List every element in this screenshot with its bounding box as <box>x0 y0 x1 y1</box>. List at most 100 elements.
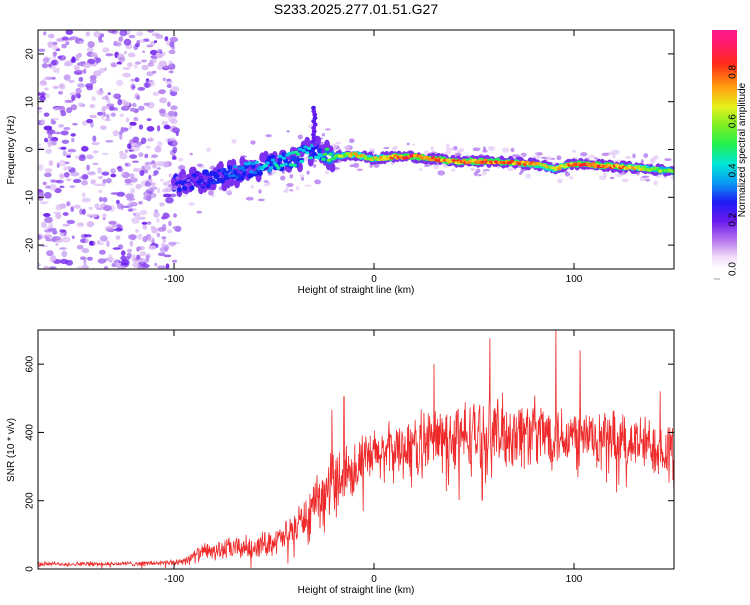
noise-blob <box>70 133 76 137</box>
noise-blob <box>147 62 155 67</box>
snr-xtick-label: 0 <box>371 574 377 585</box>
ridge-blob <box>180 177 186 181</box>
noise-blob <box>86 221 95 228</box>
noise-blob <box>78 40 85 44</box>
noise-blob <box>116 79 124 87</box>
halo-blob <box>196 210 202 214</box>
noise-blob <box>147 137 154 142</box>
noise-blob <box>44 76 53 81</box>
noise-blob <box>110 168 116 174</box>
ridge-blob <box>217 161 224 171</box>
noise-blob <box>44 168 53 173</box>
ridge-blob <box>305 151 310 155</box>
noise-blob <box>158 60 167 67</box>
noise-blob <box>145 145 151 149</box>
noise-blob <box>86 154 94 160</box>
noise-blob <box>63 127 71 131</box>
noise-blob <box>101 113 105 120</box>
halo-blob <box>452 146 458 151</box>
noise-blob <box>81 180 88 186</box>
noise-blob <box>153 40 158 43</box>
noise-blob <box>144 181 152 187</box>
noise-blob <box>146 221 152 225</box>
ridge-blob <box>222 168 227 172</box>
noise-blob <box>38 92 42 96</box>
noise-blob <box>97 258 107 264</box>
noise-blob <box>73 66 80 71</box>
noise-blob <box>159 202 165 207</box>
ridge-blob <box>276 166 281 170</box>
ridge-blob <box>242 168 247 172</box>
noise-blob <box>112 224 117 228</box>
noise-blob <box>137 233 143 240</box>
noise-blob <box>107 92 111 96</box>
noise-blob <box>138 124 144 130</box>
noise-blob <box>130 83 136 91</box>
noise-blob <box>125 193 135 199</box>
noise-blob <box>95 57 102 64</box>
noise-blob <box>66 155 71 158</box>
noise-blob <box>75 93 81 99</box>
halo-blob <box>208 190 214 196</box>
ridge-blob <box>173 185 178 189</box>
noise-blob <box>46 250 54 257</box>
halo-blob <box>418 168 423 172</box>
halo-blob <box>617 159 621 163</box>
spectrogram-xtick-label: 0 <box>371 274 377 285</box>
ridge-blob <box>207 177 213 181</box>
noise-blob <box>58 160 67 167</box>
noise-blob <box>44 236 49 240</box>
noise-blob <box>57 55 63 59</box>
halo-blob <box>594 157 598 160</box>
ridge-blob <box>231 173 236 178</box>
halo-blob <box>321 133 325 137</box>
halo-blob <box>391 146 397 152</box>
ridge-blob <box>277 156 283 163</box>
noise-blob <box>76 244 84 250</box>
noise-blob <box>168 60 173 66</box>
halo-blob <box>343 145 351 151</box>
noise-blob <box>105 53 114 57</box>
noise-blob <box>99 196 103 203</box>
noise-blob <box>146 80 154 83</box>
noise-blob <box>161 242 166 248</box>
noise-blob <box>156 218 160 223</box>
noise-blob <box>127 52 136 58</box>
spectrogram-data <box>38 30 674 269</box>
halo-blob <box>603 172 607 178</box>
noise-blob <box>112 93 120 99</box>
noise-blob <box>159 113 165 117</box>
noise-blob <box>39 201 49 205</box>
noise-blob <box>43 213 51 217</box>
halo-blob <box>286 183 294 187</box>
noise-blob <box>168 70 174 74</box>
noise-blob <box>56 179 64 184</box>
noise-blob <box>108 220 117 225</box>
halo-blob <box>482 146 487 152</box>
colorbar-tick-label: 0.8 <box>728 64 739 78</box>
ridge-blob <box>209 171 214 175</box>
noise-blob <box>94 203 100 209</box>
halo-blob <box>472 147 481 152</box>
halo-blob <box>324 128 331 131</box>
noise-blob <box>120 255 127 261</box>
noise-blob <box>168 193 177 198</box>
spike-blob <box>312 142 318 147</box>
noise-blob <box>59 173 65 179</box>
noise-blob <box>97 167 102 174</box>
halo-blob <box>650 157 655 162</box>
noise-blob <box>129 173 135 179</box>
ridge-blob <box>177 183 182 188</box>
noise-blob <box>52 51 58 57</box>
spectrogram-ytick-label: -20 <box>25 237 36 252</box>
colorbar-ticks: 0.0 0.2 0.4 0.6 0.8 <box>714 64 739 280</box>
ridge-blob <box>251 162 256 166</box>
noise-blob <box>50 118 55 125</box>
noise-blob <box>151 160 156 164</box>
ridge-blob <box>557 167 562 171</box>
noise-blob <box>137 266 145 269</box>
halo-blob <box>231 139 237 144</box>
colorbar-label: Normalized spectral amplitude <box>737 82 748 217</box>
noise-blob <box>86 256 93 261</box>
noise-blob <box>119 30 128 37</box>
